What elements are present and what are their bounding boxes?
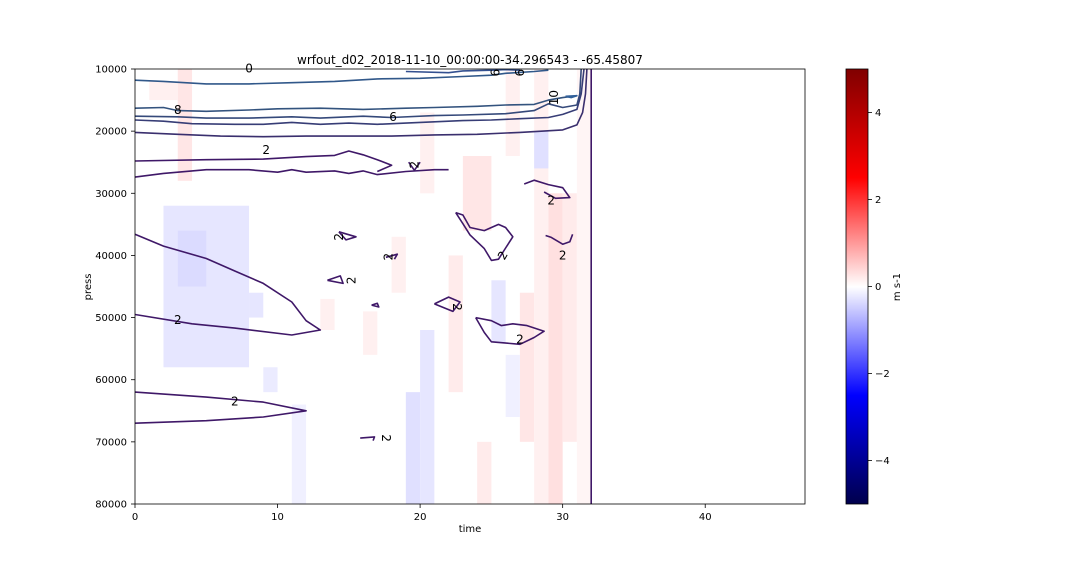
colorbar-gradient xyxy=(846,69,868,504)
x-axis: 0 10 20 30 40 xyxy=(132,504,712,523)
contour-line-3 xyxy=(135,150,393,173)
contour-line-7 xyxy=(135,94,578,113)
x-tick-label-1: 10 xyxy=(271,512,284,523)
contour-line-6 xyxy=(135,69,582,119)
heat-cell-23 xyxy=(291,404,307,504)
contour-label-2: 2 xyxy=(262,143,270,157)
contour-label-14: 2 xyxy=(382,253,396,261)
y-axis-label: press xyxy=(83,274,94,301)
heat-cell-5 xyxy=(263,367,278,393)
heat-cell-9 xyxy=(405,392,421,504)
contour-line-9 xyxy=(405,69,520,74)
plot-frame xyxy=(134,68,806,505)
contour-line-15 xyxy=(327,275,344,285)
heat-cell-20 xyxy=(534,131,549,169)
y-tick-label-5: 60000 xyxy=(95,375,127,386)
colorbar-label: m s-1 xyxy=(892,273,903,301)
contour-line-14 xyxy=(338,231,357,241)
heatmap-layer xyxy=(149,69,592,504)
contour-label-0: 2 xyxy=(174,313,182,327)
contour-label-4: 8 xyxy=(174,103,182,117)
x-tick-label-3: 30 xyxy=(556,512,569,523)
contour-label-17: 2 xyxy=(407,161,421,169)
x-tick-label-2: 20 xyxy=(414,512,427,523)
heat-cell-1 xyxy=(177,230,207,287)
x-tick-label-4: 40 xyxy=(699,512,712,523)
heat-cell-8 xyxy=(391,236,406,293)
contour-label-10: 2 xyxy=(559,248,567,262)
contour-label-8: 0 xyxy=(245,61,253,75)
heat-cell-15 xyxy=(491,280,506,343)
colorbar-ticks: 4 2 0 −2 −4 xyxy=(868,108,890,467)
contour-line-8 xyxy=(135,69,549,85)
contour-line-17 xyxy=(434,296,461,313)
contour-line-16 xyxy=(371,302,380,308)
heat-cell-19 xyxy=(548,193,563,504)
contour-line-1 xyxy=(135,391,307,424)
heat-cell-11 xyxy=(420,112,435,194)
heat-cell-12 xyxy=(448,255,463,393)
contour-line-19 xyxy=(408,161,421,172)
heat-cell-6 xyxy=(320,298,335,330)
contour-line-20 xyxy=(475,316,545,346)
colorbar-tick-label-4: −4 xyxy=(875,456,890,467)
colorbar-tick-label-0: 4 xyxy=(875,108,881,119)
contour-line-5 xyxy=(135,69,585,126)
x-axis-label: time xyxy=(459,524,482,535)
contour-line-12 xyxy=(455,211,514,262)
colorbar-tick-label-3: −2 xyxy=(875,369,890,380)
contour-line-11 xyxy=(523,179,571,200)
contour-label-5: 10 xyxy=(547,90,561,105)
heat-cell-22 xyxy=(576,69,592,504)
contour-line-0 xyxy=(135,233,322,336)
contour-label-16: 2 xyxy=(450,303,464,311)
colorbar-tick-label-2: 0 xyxy=(875,282,881,293)
heat-cell-17 xyxy=(519,292,535,442)
y-tick-label-1: 20000 xyxy=(95,127,127,138)
contour-line-13 xyxy=(545,234,574,245)
contour-label-7: 6 xyxy=(513,69,527,77)
y-tick-label-7: 80000 xyxy=(95,500,127,511)
contour-label-15: 2 xyxy=(345,276,359,284)
colorbar: 4 2 0 −2 −4 m s-1 xyxy=(845,68,903,505)
colorbar-tick-label-1: 2 xyxy=(875,195,881,206)
contour-label-1: 2 xyxy=(231,394,239,408)
contour-line-4 xyxy=(135,69,588,138)
contour-label-13: 2 xyxy=(332,233,346,241)
y-tick-label-6: 70000 xyxy=(95,437,127,448)
contour-label-12: 2 xyxy=(516,332,524,346)
contour-line-21 xyxy=(360,436,376,441)
heat-cell-10 xyxy=(420,330,435,504)
heat-cell-4 xyxy=(249,292,264,318)
contour-layer xyxy=(135,69,593,504)
contour-label-3: 6 xyxy=(389,110,397,124)
y-tick-label-4: 50000 xyxy=(95,313,127,324)
heat-cell-14 xyxy=(477,441,492,504)
heat-cell-13 xyxy=(462,156,492,231)
x-tick-label-0: 0 xyxy=(132,512,138,523)
heat-cell-21 xyxy=(562,193,577,442)
heat-cell-7 xyxy=(363,311,378,355)
contour-line-18 xyxy=(385,253,399,260)
heat-cell-18 xyxy=(534,69,549,504)
contour-label-18: 2 xyxy=(379,434,393,442)
heat-cell-2 xyxy=(149,81,178,101)
heat-cell-24 xyxy=(505,354,520,417)
y-tick-label-2: 30000 xyxy=(95,189,127,200)
contour-line-2 xyxy=(135,168,449,178)
y-tick-label-0: 10000 xyxy=(95,65,127,76)
heat-cell-3 xyxy=(177,69,193,181)
chart-title: wrfout_d02_2018-11-10_00:00:00-34.296543… xyxy=(297,53,643,67)
contour-label-6: 6 xyxy=(489,69,503,77)
y-tick-label-3: 40000 xyxy=(95,251,127,262)
contour-line-10 xyxy=(565,94,578,99)
contour-label-9: 2 xyxy=(547,194,555,208)
y-axis: 10000 20000 30000 40000 50000 60000 70000 80000 xyxy=(95,65,135,511)
